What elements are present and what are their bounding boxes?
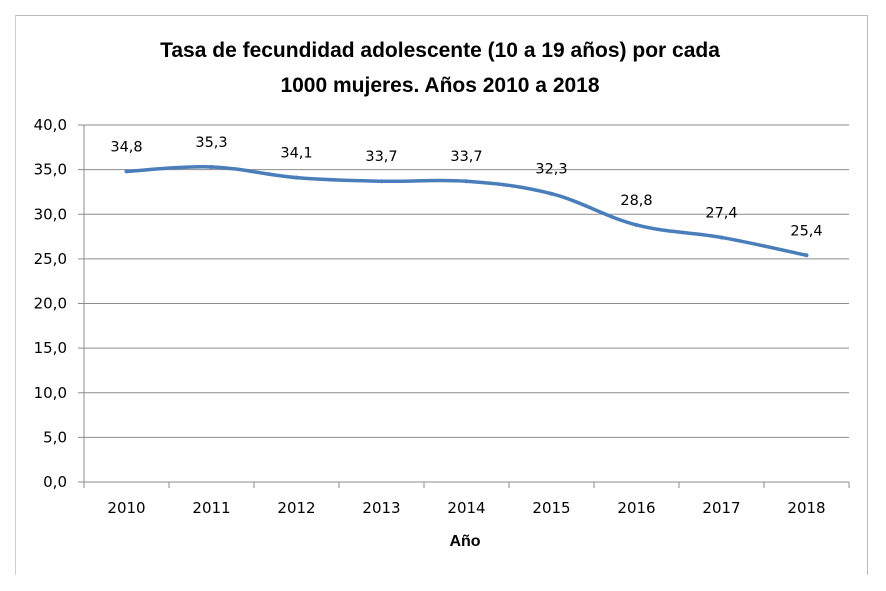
y-tick-label: 5,0	[43, 428, 67, 446]
x-axis-title: Año	[449, 533, 480, 550]
x-tick-label: 2014	[447, 499, 485, 517]
series-line-group	[124, 164, 809, 258]
data-point	[464, 179, 469, 184]
chart-title: Tasa de fecundidad adolescente (10 a 19 …	[160, 39, 720, 97]
data-label: 27,4	[705, 205, 737, 221]
x-tick-labels: 2010 2011 2012 2013 2014 2015 2016 2017 2018	[107, 499, 825, 517]
y-tick-label: 0,0	[43, 473, 67, 491]
axes	[78, 124, 850, 488]
chart-title-line-2: 1000 mujeres. Años 2010 a 2018	[280, 74, 599, 97]
data-point	[294, 175, 299, 180]
y-tick-label: 20,0	[34, 295, 67, 313]
data-label: 33,7	[365, 149, 397, 165]
data-point	[804, 253, 809, 258]
y-tick-label: 25,0	[34, 250, 67, 268]
y-tick-label: 10,0	[34, 384, 67, 402]
data-label: 25,4	[790, 223, 822, 239]
data-point	[549, 191, 554, 196]
x-tick-label: 2016	[617, 499, 655, 517]
y-tick-label: 30,0	[34, 205, 67, 223]
x-tick-label: 2017	[702, 499, 740, 517]
y-tick-labels: 0,0 5,0 10,0 15,0 20,0 25,0 30,0 35,0 40,0	[34, 116, 67, 491]
x-tick-label: 2018	[787, 499, 825, 517]
data-point	[634, 222, 639, 227]
data-label: 35,3	[195, 135, 227, 151]
chart-title-line-1: Tasa de fecundidad adolescente (10 a 19 …	[160, 39, 720, 62]
y-tick-label: 35,0	[34, 161, 67, 179]
x-tick-label: 2015	[532, 499, 570, 517]
data-point	[379, 179, 384, 184]
gridlines	[84, 124, 849, 438]
data-labels: 34,8 35,3 34,1 33,7 33,7 32,3 28,8 27,4 25,4	[110, 135, 822, 239]
y-tick-label: 40,0	[34, 116, 67, 134]
data-label: 34,8	[110, 139, 142, 155]
data-label: 34,1	[280, 146, 312, 162]
x-tick-label: 2013	[362, 499, 400, 517]
data-point	[719, 235, 724, 240]
data-label: 33,7	[450, 149, 482, 165]
y-tick-label: 15,0	[34, 339, 67, 357]
x-tick-label: 2010	[107, 499, 145, 517]
x-tick-label: 2012	[277, 499, 315, 517]
data-point	[209, 164, 214, 169]
data-label: 32,3	[535, 162, 567, 178]
x-tick-label: 2011	[192, 499, 230, 517]
data-point	[124, 169, 129, 174]
data-label: 28,8	[620, 193, 652, 209]
